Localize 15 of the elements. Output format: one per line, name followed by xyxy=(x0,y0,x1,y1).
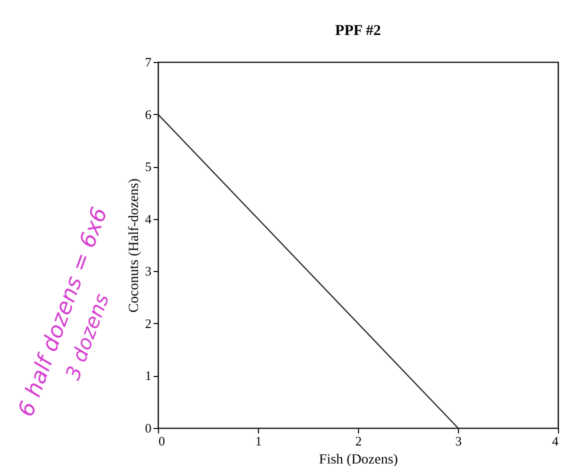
chart-title: PPF #2 xyxy=(335,23,381,39)
x-tick-label: 2 xyxy=(355,434,362,448)
y-tick-label: 3 xyxy=(145,264,152,279)
x-tick-label: 3 xyxy=(455,434,462,448)
y-tick-label: 7 xyxy=(145,54,152,70)
x-tick-label: 1 xyxy=(255,434,262,448)
y-tick-label: 0 xyxy=(145,420,152,436)
y-axis-title: Coconuts (Half-dozens) xyxy=(127,178,142,313)
x-tick-label: 0 xyxy=(158,434,165,448)
y-tick-label: 1 xyxy=(145,368,152,384)
y-tick-label: 4 xyxy=(145,211,152,226)
y-tick-label: 6 xyxy=(145,106,152,122)
y-tick-label: 2 xyxy=(145,316,152,331)
x-tick-label: 4 xyxy=(552,434,559,448)
y-tick-label: 5 xyxy=(145,159,152,174)
